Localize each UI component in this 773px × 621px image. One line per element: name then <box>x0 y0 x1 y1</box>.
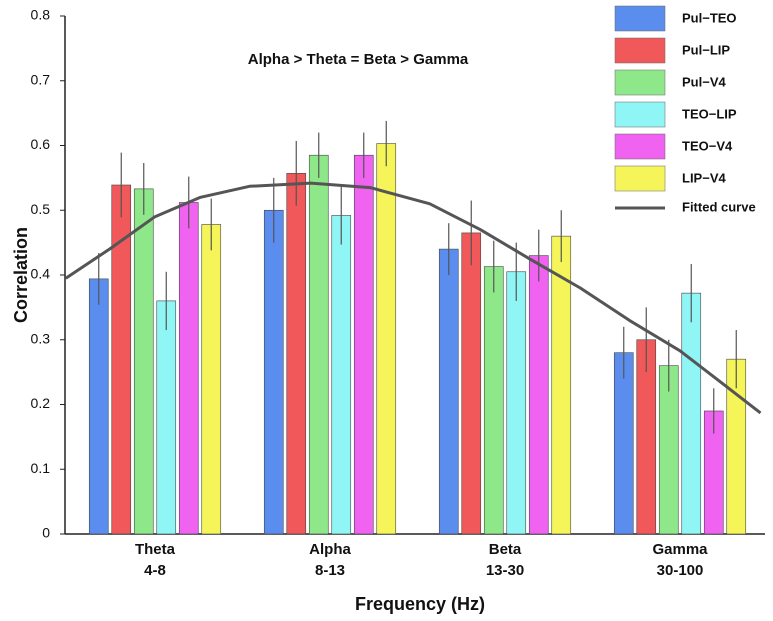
bar <box>613 352 634 535</box>
legend-swatch <box>614 69 666 96</box>
bar <box>506 271 527 535</box>
legend-label: TEO−V4 <box>682 138 733 153</box>
bar <box>178 202 199 535</box>
legend-label: TEO−LIP <box>682 106 737 121</box>
bar <box>331 215 352 535</box>
bar <box>133 188 154 535</box>
y-tick-label: 0 <box>42 525 50 541</box>
bar <box>88 278 109 535</box>
y-tick-label: 0.3 <box>31 330 51 346</box>
legend-swatch <box>614 133 666 160</box>
x-tick-label: Alpha <box>309 541 351 558</box>
bar <box>376 143 397 535</box>
y-tick-label: 0.8 <box>31 7 51 23</box>
bar <box>681 292 702 535</box>
legend-label: LIP−V4 <box>682 170 726 185</box>
x-axis-label: Frequency (Hz) <box>355 594 485 614</box>
x-tick-sublabel: 4-8 <box>144 562 166 579</box>
legend-label: Fitted curve <box>682 199 756 214</box>
bar <box>483 266 504 535</box>
x-tick-sublabel: 13-30 <box>486 562 524 579</box>
legend-label: Pul−LIP <box>682 42 730 57</box>
y-tick-label: 0.2 <box>31 395 51 411</box>
y-tick-label: 0.4 <box>31 266 51 282</box>
x-tick-label: Beta <box>489 541 522 558</box>
bar <box>201 224 222 535</box>
bar <box>438 248 459 535</box>
legend-swatch <box>614 37 666 64</box>
legend-swatch <box>614 165 666 192</box>
annotation: Alpha > Theta = Beta > Gamma <box>248 51 469 68</box>
y-tick-label: 0.6 <box>31 136 51 152</box>
y-tick-label: 0.1 <box>31 460 51 476</box>
bar <box>528 255 549 535</box>
y-tick-label: 0.5 <box>31 201 51 217</box>
x-tick-label: Gamma <box>652 541 708 558</box>
legend-label: Pul−TEO <box>682 10 737 25</box>
legend-swatch <box>614 5 666 32</box>
bar <box>353 154 374 535</box>
fitted-curve <box>64 181 762 415</box>
x-tick-label: Theta <box>135 541 176 558</box>
legend-swatch <box>614 101 666 128</box>
x-tick-sublabel: 30-100 <box>657 562 704 579</box>
y-tick-label: 0.7 <box>31 71 51 87</box>
bar <box>156 300 177 535</box>
legend-label: Pul−V4 <box>682 74 726 89</box>
bar <box>461 232 482 535</box>
bar <box>286 173 307 535</box>
bar <box>308 154 329 535</box>
x-tick-sublabel: 8-13 <box>315 562 345 579</box>
y-axis-label: Correlation <box>11 227 31 323</box>
bar <box>263 209 284 535</box>
